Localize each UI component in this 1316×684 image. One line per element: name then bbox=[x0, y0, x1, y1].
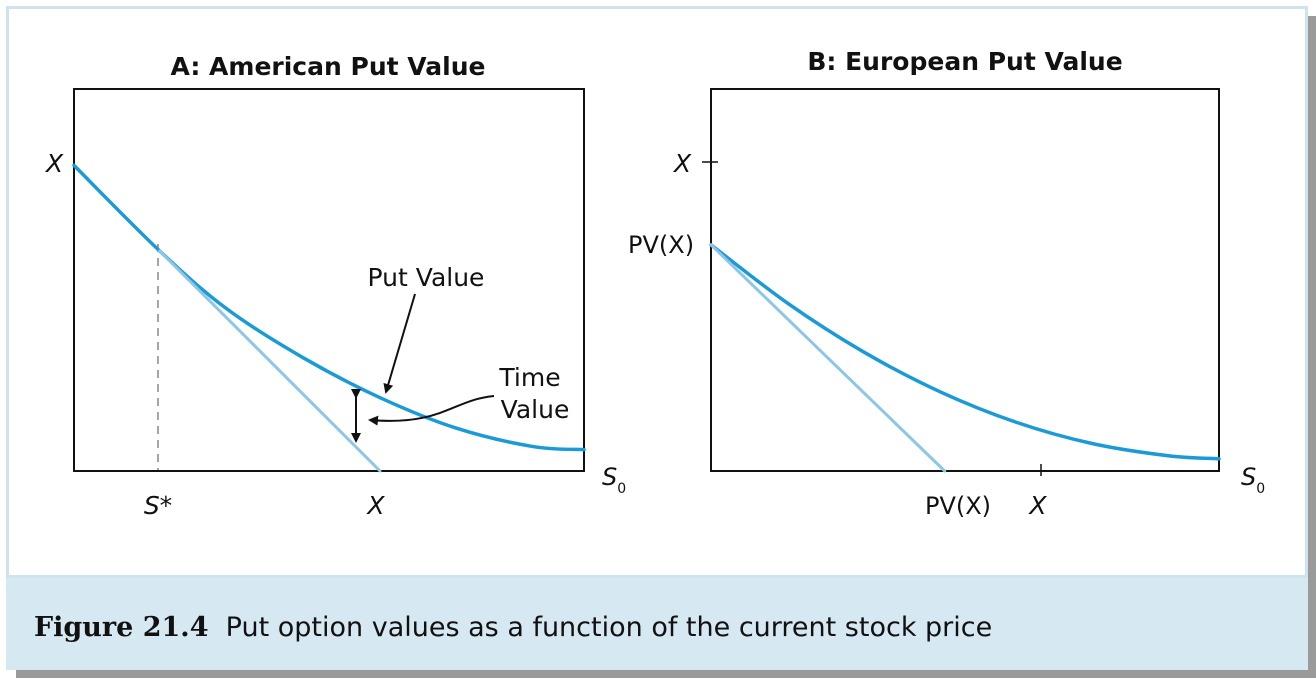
panel-b-title: B: European Put Value bbox=[807, 47, 1122, 76]
time-value-label-line2: Value bbox=[501, 395, 570, 424]
panel-a-x-axis-label-s: S bbox=[602, 463, 617, 491]
panel-a-y-tick-x: X bbox=[44, 149, 64, 178]
panel-b-x-tick-pv-x: PV(X) bbox=[925, 492, 991, 520]
caption-bar bbox=[6, 578, 1308, 670]
panel-b-y-tick-pv-x: PV(X) bbox=[628, 231, 694, 259]
panel-b-x-tick-x: X bbox=[1027, 491, 1047, 520]
put-value-arrow bbox=[383, 293, 416, 394]
panel-a-x-tick-x: X bbox=[365, 491, 385, 520]
panel-b-x-axis-label-s: S bbox=[1241, 463, 1256, 491]
panel-b: B: European Put Value X PV(X) PV(X) X S0 bbox=[628, 47, 1265, 520]
time-value-label-line1: Time bbox=[498, 363, 560, 392]
time-value-arrow bbox=[368, 395, 495, 426]
caption-text: Put option values as a function of the c… bbox=[225, 612, 993, 643]
figure-caption: Figure 21.4 Put option values as a funct… bbox=[34, 612, 992, 643]
panel-a-x-tick-s-star: S* bbox=[144, 491, 172, 520]
panel-a-series-intrinsic-value bbox=[158, 249, 382, 473]
chart-area bbox=[6, 6, 1308, 578]
panel-b-series-put-value bbox=[709, 243, 1221, 461]
panel-a-plot-frame bbox=[73, 88, 585, 472]
panel-a-x-axis-label-sub: 0 bbox=[617, 481, 626, 497]
put-value-label: Put Value bbox=[368, 263, 485, 292]
panel-b-series-lower-bound bbox=[709, 243, 947, 473]
panel-b-plot-frame bbox=[710, 88, 1220, 472]
frame-shadow-right bbox=[1308, 16, 1316, 678]
panel-b-y-tick-x: X bbox=[672, 149, 692, 178]
frame-shadow-bottom bbox=[16, 670, 1316, 678]
panel-a: A: American Put Value X S* X S0 Put Valu… bbox=[44, 52, 626, 520]
panel-a-title: A: American Put Value bbox=[171, 52, 486, 81]
figure-label: Figure 21.4 bbox=[34, 612, 209, 643]
panel-a-x-axis-label: S0 bbox=[602, 463, 626, 497]
panel-b-x-axis-label: S0 bbox=[1241, 463, 1265, 497]
panel-b-x-axis-label-sub: 0 bbox=[1256, 481, 1265, 497]
panel-b-y-tick-pv-x-text: PV(X) bbox=[628, 231, 694, 259]
